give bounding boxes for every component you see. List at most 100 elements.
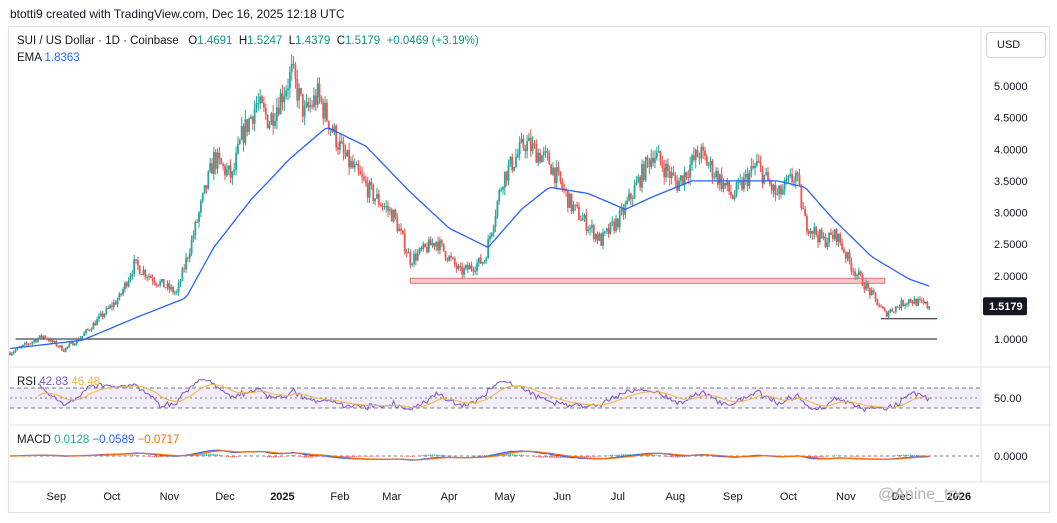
rsi-pane <box>10 379 980 413</box>
candle-body <box>500 189 503 191</box>
candle-body <box>789 174 792 176</box>
candle-body <box>511 156 514 171</box>
symbol-name[interactable]: SUI / US Dollar · 1D · Coinbase <box>17 35 179 47</box>
currency-button[interactable]: USD <box>986 32 1046 58</box>
candle-body <box>198 212 200 222</box>
candle-body <box>589 227 591 230</box>
candle-body <box>839 233 842 244</box>
candle-body <box>891 309 894 312</box>
candle-body <box>270 113 273 125</box>
candle-body <box>731 195 734 199</box>
candle-body <box>539 152 541 163</box>
candle-body <box>859 271 862 275</box>
candle-body <box>233 169 236 172</box>
symbol-legend[interactable]: SUI / US Dollar · 1D · Coinbase O1.4691 … <box>17 35 479 47</box>
candle-body <box>924 301 927 304</box>
candle-body <box>581 218 584 221</box>
candle-body <box>155 283 158 285</box>
ema-legend[interactable]: EMA 1.8363 <box>17 52 80 64</box>
candle-body <box>737 182 740 184</box>
candle-body <box>489 236 491 240</box>
candle-body <box>698 156 701 159</box>
candle-body <box>446 258 449 261</box>
candle-body <box>77 338 80 341</box>
candle-body <box>116 299 119 305</box>
time-tick-label: Sep <box>723 491 743 503</box>
time-tick-label: Dec <box>892 491 912 503</box>
candle-body <box>529 137 532 151</box>
candle-body <box>190 239 193 254</box>
candle-body <box>763 174 766 184</box>
candle-body <box>285 90 288 97</box>
candle-body <box>676 180 679 191</box>
candle-body <box>787 175 790 180</box>
macd-legend[interactable]: MACD 0.0128 −0.0589 −0.0717 <box>17 434 179 446</box>
candle-body <box>68 343 71 347</box>
candle-body <box>229 165 232 178</box>
candle-body <box>305 102 308 107</box>
candle-body <box>22 344 24 347</box>
candle-body <box>450 255 452 258</box>
candle-body <box>661 161 664 168</box>
candle-body <box>841 243 844 250</box>
candle-body <box>809 230 812 234</box>
candle-body <box>702 146 705 151</box>
candle-body <box>322 102 325 119</box>
candle-body <box>498 190 501 202</box>
candle-body <box>12 351 15 354</box>
candle-body <box>183 268 186 270</box>
candle-body <box>811 230 814 234</box>
candle-body <box>10 353 13 356</box>
candle-body <box>876 298 879 306</box>
candle-body <box>361 174 364 177</box>
candle-body <box>196 221 199 223</box>
candle-body <box>9 352 11 356</box>
candle-body <box>224 165 226 176</box>
candle-body <box>507 165 510 181</box>
macd-signal-line <box>10 450 930 461</box>
candle-body <box>320 97 323 103</box>
candle-body <box>574 204 577 206</box>
candle-body <box>518 142 521 155</box>
candle-body <box>667 163 669 172</box>
candle-body <box>38 335 41 339</box>
candle-body <box>88 329 91 331</box>
candle-body <box>261 96 263 104</box>
candle-body <box>53 341 56 343</box>
candle-body <box>49 338 52 342</box>
candle-body <box>781 189 784 195</box>
candle-body <box>765 172 768 175</box>
rsi-ma-line <box>37 383 930 409</box>
candle-body <box>922 300 925 304</box>
candle-body <box>237 143 239 154</box>
candle-body <box>850 261 853 272</box>
candle-body <box>44 335 47 339</box>
candle-body <box>552 167 554 175</box>
rsi-legend[interactable]: RSI 42.83 46.48 <box>17 376 100 388</box>
candle-body <box>791 174 793 182</box>
candle-body <box>824 236 827 247</box>
candle-body <box>715 170 718 177</box>
candle-body <box>407 252 410 254</box>
candle-body <box>98 315 100 320</box>
candle-body <box>403 233 406 252</box>
candle-body <box>300 88 302 94</box>
candle-body <box>422 243 425 250</box>
candle-body <box>416 252 419 261</box>
candle-body <box>733 195 736 199</box>
candle-body <box>40 335 43 338</box>
price-tick-label: 3.0000 <box>994 208 1028 220</box>
candle-body <box>181 268 184 282</box>
candle-body <box>798 175 801 186</box>
candle-body <box>90 329 93 331</box>
candle-body <box>231 171 234 178</box>
candle-body <box>140 274 143 276</box>
candle-body <box>396 217 399 232</box>
macd-pane <box>10 449 980 461</box>
candle-body <box>264 107 267 115</box>
candle-body <box>546 151 549 154</box>
candle-body <box>313 95 315 107</box>
candle-body <box>324 102 326 119</box>
candle-body <box>516 154 519 158</box>
